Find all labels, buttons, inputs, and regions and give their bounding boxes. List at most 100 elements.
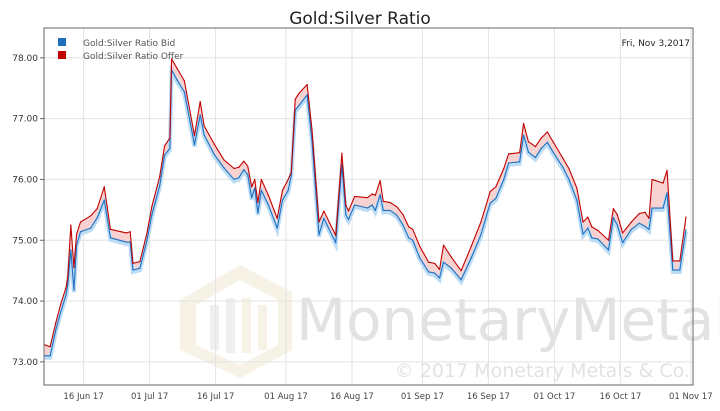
legend-label-offer: Gold:Silver Ratio Offer bbox=[83, 52, 184, 62]
bid-point bbox=[576, 199, 578, 201]
offer-point bbox=[651, 178, 653, 181]
offer-point bbox=[679, 260, 681, 262]
offer-point bbox=[276, 217, 278, 219]
offer-point bbox=[666, 169, 668, 171]
offer-points bbox=[44, 58, 687, 348]
offer-point bbox=[434, 262, 436, 264]
bid-point bbox=[419, 257, 421, 259]
offer-point bbox=[223, 159, 225, 161]
offer-point bbox=[129, 231, 131, 233]
x-tick-label: 01 Oct 17 bbox=[534, 392, 576, 402]
offer-point bbox=[345, 204, 347, 206]
bid-point bbox=[644, 225, 646, 227]
bid-point bbox=[638, 222, 640, 224]
bid-point bbox=[434, 272, 436, 274]
bid-point bbox=[587, 227, 589, 229]
offer-point bbox=[607, 239, 610, 241]
bid-point bbox=[495, 197, 497, 199]
offer-point bbox=[44, 344, 46, 346]
x-tick-label: 01 Sep 17 bbox=[401, 392, 444, 402]
offer-point bbox=[546, 131, 548, 133]
offer-point bbox=[290, 171, 292, 173]
offer-point bbox=[294, 98, 296, 100]
offer-point bbox=[75, 233, 78, 235]
bid-point bbox=[616, 224, 618, 226]
bid-point bbox=[159, 184, 161, 187]
offer-point bbox=[648, 217, 650, 219]
bid-point bbox=[213, 153, 215, 156]
offer-point bbox=[243, 160, 245, 162]
bid-point bbox=[442, 261, 445, 263]
offer-point bbox=[70, 224, 72, 226]
bid-point bbox=[508, 162, 510, 164]
bid-point bbox=[412, 239, 414, 241]
bid-point bbox=[651, 207, 653, 209]
bid-point bbox=[70, 249, 72, 251]
y-tick-label: 77.00 bbox=[12, 115, 38, 125]
bid-point bbox=[685, 229, 687, 231]
offer-point bbox=[335, 234, 337, 236]
offer-point bbox=[79, 221, 82, 223]
y-tick-label: 75.00 bbox=[12, 236, 38, 246]
offer-point bbox=[519, 152, 521, 154]
x-tick-label: 16 Aug 17 bbox=[330, 392, 374, 402]
bid-point bbox=[427, 271, 430, 273]
legend: Gold:Silver Ratio Bid Gold:Silver Ratio … bbox=[58, 38, 184, 62]
bid-point bbox=[125, 241, 127, 243]
offer-point bbox=[109, 228, 112, 230]
offer-point bbox=[366, 197, 368, 199]
offer-point bbox=[480, 221, 482, 223]
offer-point bbox=[323, 210, 325, 212]
bid-point bbox=[139, 267, 141, 269]
offer-point bbox=[534, 145, 537, 148]
offer-point bbox=[616, 214, 618, 216]
bid-point bbox=[648, 228, 650, 230]
bid-point bbox=[612, 217, 614, 219]
offer-point bbox=[630, 221, 633, 223]
bid-point bbox=[460, 279, 462, 281]
bid-point bbox=[503, 178, 505, 181]
offer-point bbox=[354, 195, 356, 198]
bid-point bbox=[379, 194, 381, 196]
bid-point bbox=[103, 199, 105, 201]
x-tick-label: 01 Jul 17 bbox=[131, 392, 168, 402]
offer-point bbox=[672, 260, 674, 262]
bid-point bbox=[562, 167, 564, 169]
bid-point bbox=[276, 227, 278, 229]
y-tick-label: 76.00 bbox=[12, 175, 38, 185]
offer-point bbox=[90, 215, 92, 217]
bid-point bbox=[534, 156, 537, 159]
bid-point bbox=[366, 207, 368, 209]
bid-point bbox=[290, 174, 292, 176]
bid-point bbox=[60, 311, 62, 313]
x-tick-label: 16 Jun 17 bbox=[63, 392, 103, 402]
bid-point bbox=[374, 209, 376, 212]
offer-point bbox=[159, 175, 161, 177]
offer-point bbox=[612, 208, 614, 210]
y-tick-label: 73.00 bbox=[12, 358, 38, 368]
legend-label-bid: Gold:Silver Ratio Bid bbox=[83, 39, 175, 49]
bid-point bbox=[662, 207, 664, 209]
offer-point bbox=[65, 287, 67, 289]
bid-point bbox=[408, 237, 410, 239]
bid-point bbox=[546, 141, 548, 143]
bid-point bbox=[238, 177, 240, 179]
axes: 73.00 74.00 75.00 76.00 77.00 78.00 16 Jun 17 0… bbox=[12, 54, 712, 402]
bid-point bbox=[335, 242, 337, 244]
bid-points bbox=[44, 69, 687, 357]
offer-point bbox=[169, 137, 171, 139]
bid-point bbox=[65, 294, 67, 296]
offer-point bbox=[419, 245, 421, 247]
bid-point bbox=[371, 204, 373, 206]
bid-point bbox=[223, 167, 225, 169]
offer-point bbox=[171, 58, 173, 60]
bid-point bbox=[527, 151, 530, 153]
bid-point bbox=[568, 178, 570, 181]
offer-point bbox=[238, 166, 240, 168]
bid-point bbox=[450, 267, 453, 269]
offer-point bbox=[591, 226, 593, 228]
x-tick-label: 16 Sep 17 bbox=[467, 392, 510, 402]
bid-point bbox=[79, 231, 82, 233]
offer-point bbox=[151, 206, 153, 208]
series-layer bbox=[44, 58, 688, 360]
